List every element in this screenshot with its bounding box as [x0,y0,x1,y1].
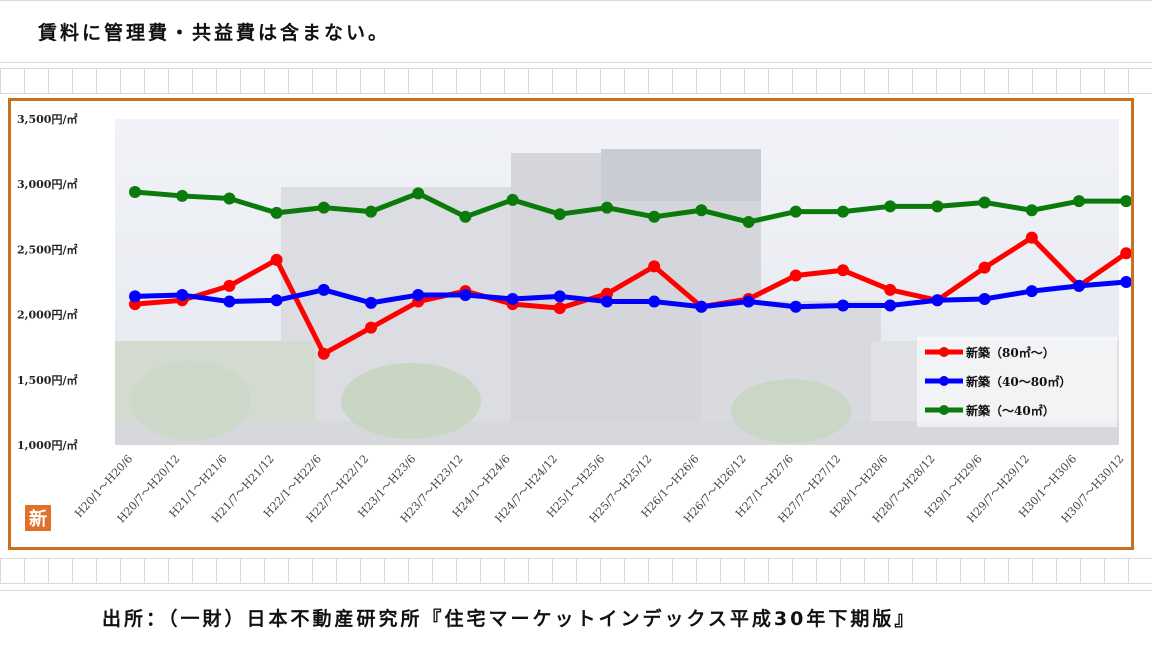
data-point [884,299,897,312]
data-point [978,261,991,274]
y-tick-label: 2,000円/㎡ [17,308,77,322]
data-point [695,204,708,217]
series-line [134,279,1127,310]
data-point [553,208,566,221]
data-point [1025,231,1038,244]
data-point [978,292,991,305]
data-point [789,269,802,282]
y-tick-label: 3,000円/㎡ [17,177,77,191]
data-point [648,295,661,308]
data-point [837,264,849,277]
data-point [129,290,141,303]
data-point [837,299,849,312]
data-point [223,279,236,292]
data-point [176,189,189,202]
legend-swatch-marker [939,347,949,357]
data-point [553,302,566,315]
data-point [317,347,330,360]
legend-label: 新築（80㎡～） [966,345,1055,360]
data-point [365,296,377,309]
data-point [837,205,849,218]
data-point [884,200,897,213]
data-point [365,321,377,334]
data-point [1025,204,1038,217]
grid-line [0,62,1152,63]
y-tick-label: 2,500円/㎡ [17,242,77,256]
grid-row [0,558,1152,584]
series-line [134,189,1127,225]
grid-line [0,590,1152,591]
legend-swatch-marker [939,405,949,415]
data-point [931,294,944,307]
data-point [459,210,472,223]
legend-label: 新築（40～80㎡） [966,374,1071,389]
data-point [317,201,330,214]
data-point [1073,279,1085,292]
data-point [601,201,613,214]
series-group [129,186,1131,229]
background-photo [115,119,1119,445]
grid-line [0,0,1152,1]
data-point [506,193,519,206]
y-tick-label: 1,000円/㎡ [17,438,77,452]
data-point [1073,195,1085,208]
data-point [270,253,283,266]
data-point [506,292,519,305]
data-point [223,192,236,205]
data-point [553,290,566,303]
new-badge-icon: 新 [25,505,51,531]
data-point [129,186,141,199]
data-point [1120,276,1131,288]
data-point [412,187,425,200]
data-point [412,289,425,302]
series-group [129,276,1131,313]
data-point [884,283,897,296]
source-credit: 出所：（一財）日本不動産研究所『住宅マーケットインデックス平成30年下期版』 [102,608,917,630]
data-point [931,200,944,213]
data-point [742,295,755,308]
data-point [365,205,377,218]
rent-note: 賃料に管理費・共益費は含まない。 [38,22,391,44]
data-point [223,295,236,308]
data-point [648,260,661,273]
data-point [1120,195,1131,208]
data-point [648,210,661,223]
y-tick-label: 3,500円/㎡ [17,112,77,126]
legend-label: 新築（～40㎡） [966,403,1055,418]
y-tick-label: 1,500円/㎡ [17,373,77,387]
rent-line-chart: 3,500円/㎡ 3,000円/㎡ 2,500円/㎡ 2,000円/㎡ 1,500円/㎡… [17,112,1131,525]
data-point [789,300,802,313]
data-point [270,294,283,307]
data-point [1025,285,1038,298]
data-point [270,206,283,219]
grid-row [0,68,1152,94]
legend-swatch-marker [939,376,949,386]
data-point [317,283,330,296]
data-point [601,295,613,308]
data-point [789,205,802,218]
data-point [695,300,708,313]
data-point [1120,247,1131,260]
series-line [134,235,1128,357]
data-point [978,196,991,209]
data-point [459,289,472,302]
data-point [176,289,189,302]
data-point [742,216,755,229]
chart-frame: 3,500円/㎡ 3,000円/㎡ 2,500円/㎡ 2,000円/㎡ 1,500円/㎡… [8,98,1134,550]
